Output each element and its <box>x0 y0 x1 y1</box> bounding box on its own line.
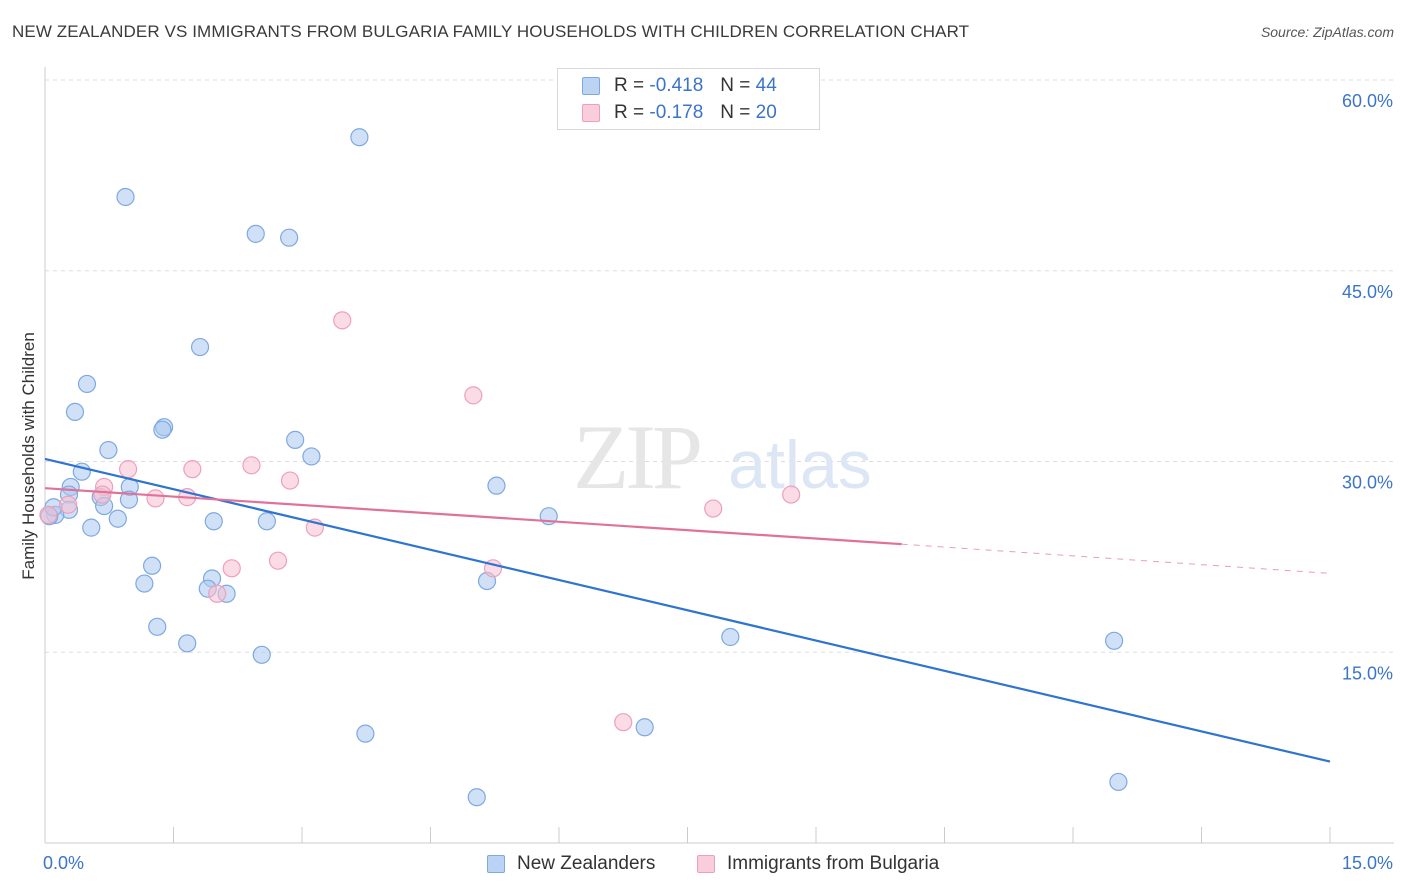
watermark-zip: ZIP <box>573 406 700 508</box>
point-new-zealander <box>108 509 127 528</box>
point-bulgaria <box>222 559 241 578</box>
point-bulgaria <box>268 551 288 570</box>
point-new-zealander <box>286 430 305 449</box>
legend-n-value: 44 <box>755 75 777 96</box>
point-new-zealander <box>246 224 265 243</box>
point-new-zealander <box>356 724 375 743</box>
x-tick-label: 0.0% <box>43 853 84 873</box>
watermark-atlas: atlas <box>728 427 872 503</box>
trend-lines <box>44 457 1331 763</box>
x-tick-label: 15.0% <box>1342 853 1393 873</box>
y-axis-label: Family Households with Children <box>19 332 38 580</box>
correlation-legend: R = -0.418 N = 44 R = -0.178 N = 20 <box>557 68 820 130</box>
legend-r-value: -0.418 <box>649 75 704 96</box>
point-bulgaria <box>208 584 227 603</box>
bottom-legend-swatch-blue <box>487 855 505 873</box>
point-new-zealander <box>204 512 223 531</box>
point-bulgaria <box>464 386 483 405</box>
point-new-zealander <box>487 476 506 495</box>
trend-line-bulgaria <box>44 487 902 546</box>
point-new-zealander <box>148 617 167 636</box>
point-bulgaria <box>242 456 261 475</box>
legend-n-value: 20 <box>755 102 777 123</box>
axis-layer <box>44 67 1394 844</box>
bottom-legend-new-zealanders: New Zealanders <box>487 852 655 876</box>
point-bulgaria <box>39 505 58 525</box>
point-new-zealander <box>99 440 118 460</box>
points-layer <box>39 128 1128 807</box>
legend-r-label: R = <box>614 75 645 96</box>
chart-source: Source: ZipAtlas.com <box>1260 24 1394 40</box>
bottom-legend-label: New Zealanders <box>517 853 656 874</box>
point-new-zealander <box>467 788 486 807</box>
point-new-zealander <box>116 187 135 207</box>
point-new-zealander <box>1105 631 1124 650</box>
point-new-zealander <box>65 402 85 422</box>
point-new-zealander <box>1109 772 1128 792</box>
point-new-zealander <box>302 447 321 466</box>
point-bulgaria <box>118 460 138 479</box>
point-bulgaria <box>782 485 801 504</box>
point-bulgaria <box>93 485 112 504</box>
point-bulgaria <box>146 489 165 508</box>
point-new-zealander <box>280 228 299 247</box>
point-bulgaria <box>333 311 352 330</box>
point-bulgaria <box>183 460 202 479</box>
grid-layer <box>45 79 1394 653</box>
point-new-zealander <box>142 556 162 575</box>
legend-n-label: N = <box>720 75 751 96</box>
x-tick-marks <box>173 827 1331 843</box>
watermark: ZIP atlas <box>573 406 872 508</box>
point-new-zealander <box>257 512 276 531</box>
legend-row-new-zealanders: R = -0.418 N = 44 <box>582 74 777 98</box>
point-bulgaria <box>614 713 633 732</box>
point-new-zealander <box>178 634 197 653</box>
point-new-zealander <box>190 337 210 357</box>
point-new-zealander <box>119 490 139 509</box>
y-tick-label: 30.0% <box>1342 473 1393 493</box>
legend-r-value: -0.178 <box>649 102 704 123</box>
y-tick-label: 45.0% <box>1342 282 1393 302</box>
tick-labels: 15.0% 30.0% 45.0% 60.0% 0.0% 15.0% <box>43 91 1393 873</box>
legend-n-label: N = <box>720 102 751 123</box>
y-tick-label: 15.0% <box>1342 663 1393 683</box>
point-new-zealander <box>153 420 172 439</box>
point-new-zealander <box>635 718 654 737</box>
trend-line-bulgaria-extrapolated <box>901 543 1331 574</box>
point-new-zealander <box>82 518 101 537</box>
point-new-zealander <box>721 627 740 647</box>
point-bulgaria <box>59 495 78 514</box>
point-bulgaria <box>704 499 723 518</box>
trend-line-new-zealanders <box>44 457 1331 763</box>
point-bulgaria <box>280 471 300 490</box>
legend-swatch-pink <box>582 104 600 122</box>
chart-title: NEW ZEALANDER VS IMMIGRANTS FROM BULGARI… <box>12 22 970 41</box>
bottom-legend-bulgaria: Immigrants from Bulgaria <box>697 852 939 876</box>
legend-swatch-blue <box>582 77 600 95</box>
legend-row-bulgaria: R = -0.178 N = 20 <box>582 101 777 125</box>
y-tick-label: 60.0% <box>1342 91 1393 111</box>
point-new-zealander <box>350 128 369 147</box>
legend-r-label: R = <box>614 102 645 123</box>
bottom-legend-label: Immigrants from Bulgaria <box>727 853 940 874</box>
point-new-zealander <box>77 374 97 394</box>
point-new-zealander <box>135 574 154 593</box>
point-new-zealander <box>252 645 271 664</box>
bottom-legend-swatch-pink <box>697 855 715 873</box>
